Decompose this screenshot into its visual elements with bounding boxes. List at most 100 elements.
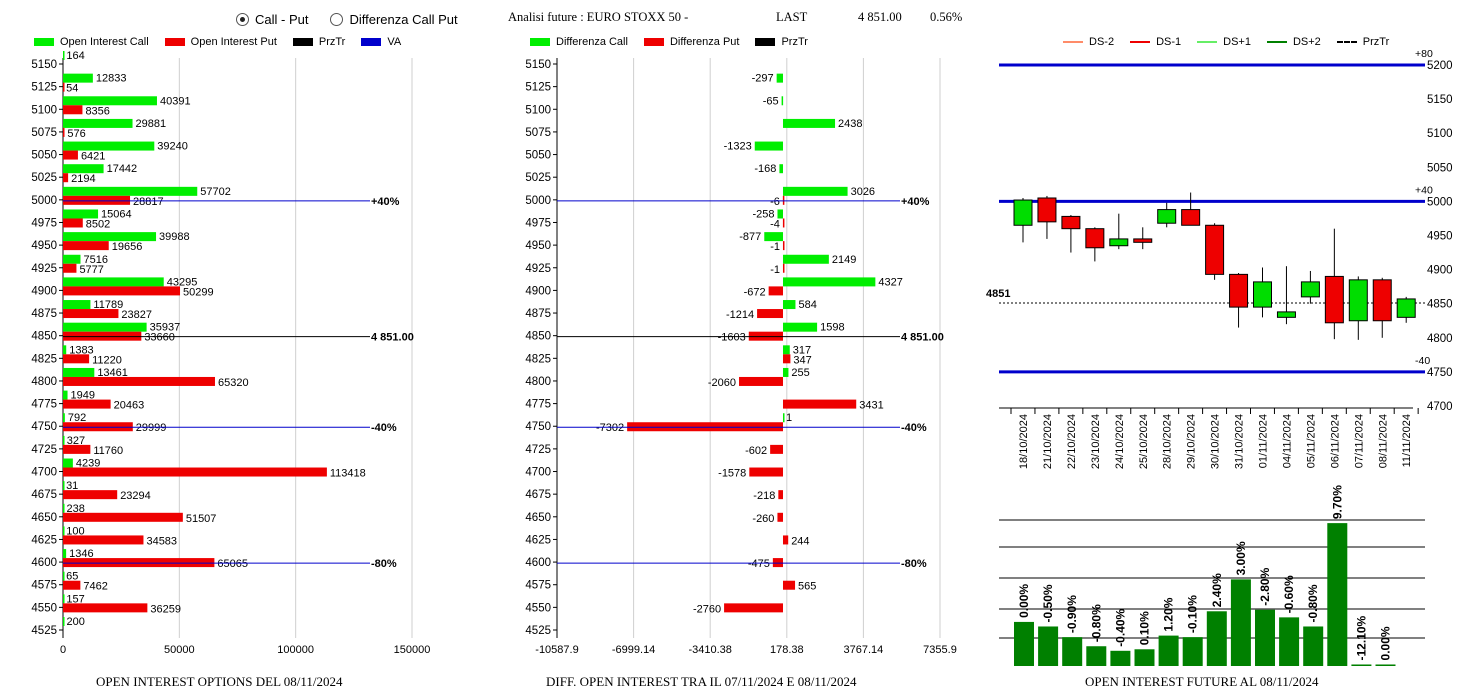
c1-x-tick-0: -10587.9 xyxy=(535,644,578,656)
c1-label-put-21: 244 xyxy=(791,535,809,547)
legend-label-prztr: PrzTr xyxy=(318,36,346,48)
radio-call-put-label: Call - Put xyxy=(255,12,309,27)
c0-bar-call-7 xyxy=(63,209,99,219)
c0-y-tick-19: 4675 xyxy=(31,489,57,501)
c0-bar-put-9 xyxy=(63,263,77,273)
c0-y-tick-15: 4775 xyxy=(31,399,57,411)
c2-y-tick-1: 5150 xyxy=(1427,94,1453,106)
c0-label-put-17: 11760 xyxy=(93,445,123,457)
c0-bar-put-5 xyxy=(63,173,69,183)
c1-label-put-24: -2760 xyxy=(693,603,721,615)
c0-y-tick-10: 4900 xyxy=(31,285,57,297)
c0-y-tick-0: 5150 xyxy=(31,59,57,71)
c3-bar-label-14: -12.10% xyxy=(1354,615,1368,660)
c1-label-call-4: -1323 xyxy=(724,141,752,153)
c1-label-put-11: -1214 xyxy=(726,309,754,321)
legend-line-ds-2 xyxy=(1063,41,1083,43)
legend-label-diff-put: Differenza Put xyxy=(669,36,740,48)
c1-label-put-20: -260 xyxy=(752,513,774,525)
c0-label-call-16: 792 xyxy=(68,412,86,424)
c2-y-tick-9: 4750 xyxy=(1427,367,1453,379)
c0-label-call-15: 1949 xyxy=(71,390,95,402)
c1-label-call-3: 2438 xyxy=(838,118,862,130)
c2-candle-body-2 xyxy=(1061,215,1081,230)
legend-line-ds+2 xyxy=(1266,41,1287,43)
legend-line-prztr xyxy=(1336,41,1357,43)
c2-y-tick-4: 5000 xyxy=(1427,196,1453,208)
c0-bar-put-4 xyxy=(63,150,78,160)
c0-y-tick-14: 4800 xyxy=(31,376,57,388)
radio-call-put-indicator[interactable] xyxy=(236,13,249,26)
c2-candle-body-10 xyxy=(1253,281,1272,308)
c0-label-put-16: 29999 xyxy=(136,422,167,434)
c1-label-call-11: 584 xyxy=(798,299,816,311)
c1-label-put-19: -218 xyxy=(753,490,775,502)
c1-bar-put-19 xyxy=(778,490,783,500)
c0-y-tick-25: 4525 xyxy=(31,625,57,637)
c1-y-tick-9: 4925 xyxy=(525,263,551,275)
c0-label-call-20: 238 xyxy=(67,503,85,515)
c3-bar-11 xyxy=(1279,617,1300,666)
c1-label-call-12: 1598 xyxy=(820,322,844,334)
c0-y-tick-9: 4925 xyxy=(31,263,57,275)
c0-label-put-5: 2194 xyxy=(71,173,95,185)
c0-label-put-22: 65065 xyxy=(217,558,248,570)
c0-label-put-11: 23827 xyxy=(121,309,152,321)
legend-left: Open Interest Call Open Interest Put Prz… xyxy=(34,36,417,48)
c3-bar-0 xyxy=(1014,621,1034,666)
radio-call-put[interactable]: Call - Put xyxy=(236,12,308,27)
c0-bar-call-8 xyxy=(63,232,157,242)
c0-bar-put-19 xyxy=(63,490,118,500)
c2-y-tick-3: 5050 xyxy=(1427,162,1453,174)
c1-label-put-12: -1603 xyxy=(718,332,746,344)
legend-middle: Differenza Call Differenza Put PrzTr xyxy=(530,36,824,48)
c3-bar-label-15: 0.00% xyxy=(1379,626,1393,660)
c0-label-put-18: 113418 xyxy=(330,468,366,480)
c0-x-tick-1: 50000 xyxy=(164,644,195,656)
c0-y-tick-16: 4750 xyxy=(31,421,57,433)
legend-label-ds+1: DS+1 xyxy=(1223,36,1251,48)
c0-label-call-7: 15064 xyxy=(101,208,132,220)
c3-bar-label-8: 2.40% xyxy=(1210,573,1224,607)
radio-differenza[interactable]: Differenza Call Put xyxy=(330,12,458,27)
c2-x-tick-5: 25/10/2024 xyxy=(1138,414,1150,469)
c0-bar-call-18 xyxy=(63,458,73,468)
c1-x-tick-2: -3410.38 xyxy=(688,644,731,656)
c0-bar-put-15 xyxy=(63,399,111,409)
c2-band-label-2: -40 xyxy=(1415,355,1430,367)
c1-bar-put-15 xyxy=(782,399,857,409)
c2-x-tick-6: 28/10/2024 xyxy=(1162,414,1174,469)
c3-bar-label-10: -2.80% xyxy=(1258,567,1272,605)
c3-bar-5 xyxy=(1134,649,1155,666)
c0-label-put-10: 50299 xyxy=(183,286,214,298)
legend-item-ds+2: DS+2 xyxy=(1266,36,1321,48)
legend-label-va: VA xyxy=(387,36,402,48)
legend-item-ds+1: DS+1 xyxy=(1197,36,1251,48)
c2-candle-body-1 xyxy=(1037,197,1057,223)
c2-y-tick-5: 4950 xyxy=(1427,231,1453,243)
c1-bar-call-3 xyxy=(782,118,836,128)
legend-item-call: Open Interest Call xyxy=(34,36,149,48)
legend-label-call: Open Interest Call xyxy=(60,36,149,48)
radio-differenza-indicator[interactable] xyxy=(330,13,344,26)
c0-label-put-24: 36259 xyxy=(150,603,181,615)
c3-bar-label-4: -0.40% xyxy=(1113,608,1127,646)
c1-y-tick-7: 4975 xyxy=(525,217,551,229)
c0-label-call-23: 65 xyxy=(66,571,78,583)
c3-bar-label-5: 0.10% xyxy=(1138,611,1152,645)
c3-bar-10 xyxy=(1255,609,1275,666)
legend-label-prztr-right: PrzTr xyxy=(1362,36,1390,48)
c0-ref-label-3: -80% xyxy=(371,558,397,570)
c0-label-call-8: 39988 xyxy=(159,231,190,243)
c0-label-call-22: 1346 xyxy=(69,548,93,560)
c2-x-tick-3: 23/10/2024 xyxy=(1090,414,1102,469)
legend-swatch-put xyxy=(164,38,185,46)
chart-mode-selector: Call - Put Differenza Call Put xyxy=(236,12,480,27)
c0-bar-put-3 xyxy=(63,127,65,137)
c1-y-tick-6: 5000 xyxy=(525,195,551,207)
c3-bar-7 xyxy=(1182,637,1203,666)
c0-bar-call-6 xyxy=(63,186,198,196)
c1-label-call-14: 255 xyxy=(791,367,809,379)
c0-x-tick-0: 0 xyxy=(60,644,66,656)
c1-bar-call-9 xyxy=(782,254,829,264)
